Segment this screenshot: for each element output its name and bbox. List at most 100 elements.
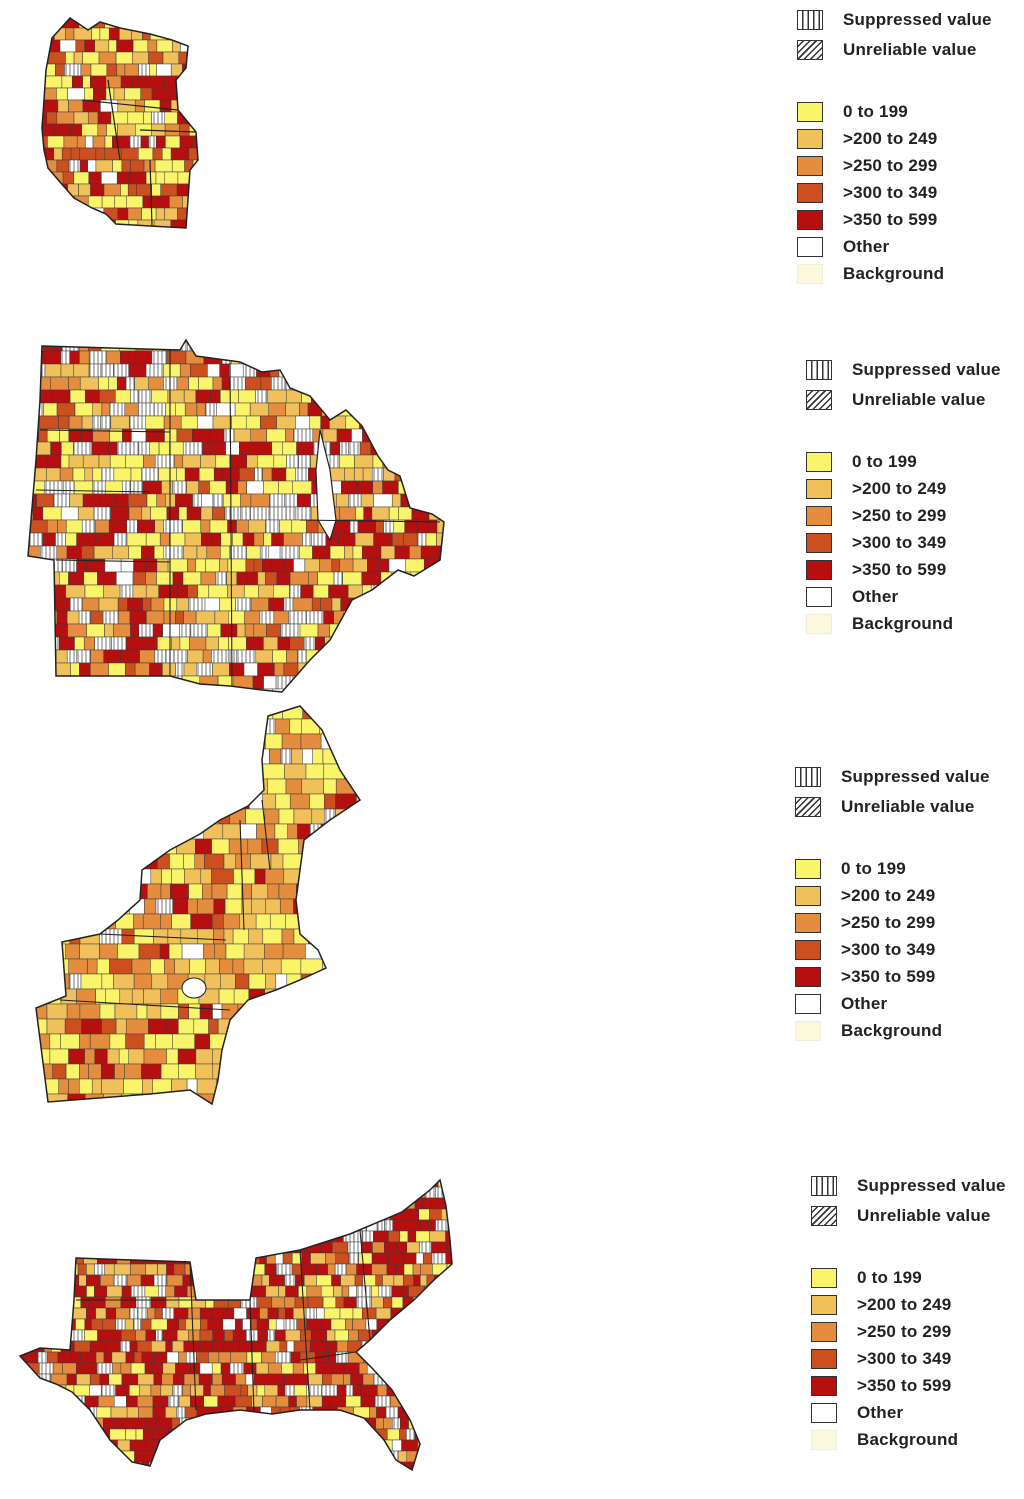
county-cell bbox=[183, 1373, 200, 1386]
county-cell bbox=[137, 1395, 154, 1408]
county-cell bbox=[377, 1450, 388, 1463]
county-cell bbox=[129, 1340, 138, 1353]
county-cell bbox=[246, 1329, 258, 1342]
county-cell bbox=[362, 1373, 375, 1386]
legend-item: >350 to 599 bbox=[806, 558, 946, 582]
county-cell bbox=[182, 1384, 191, 1397]
county-cell bbox=[33, 1461, 48, 1470]
county-cell bbox=[106, 1285, 123, 1298]
county-cell bbox=[314, 1219, 326, 1232]
county-cell bbox=[348, 1439, 357, 1452]
county-cell bbox=[262, 1395, 277, 1408]
county-cell bbox=[52, 1274, 66, 1287]
county-cell bbox=[389, 1351, 400, 1364]
county-cell bbox=[170, 1450, 185, 1463]
county-cell bbox=[227, 1395, 236, 1408]
county-cell bbox=[385, 1197, 399, 1210]
county-cell bbox=[151, 1252, 163, 1265]
county-cell bbox=[240, 1296, 257, 1309]
county-cell bbox=[276, 1263, 293, 1276]
county-cell bbox=[199, 1186, 208, 1199]
county-cell bbox=[52, 1263, 65, 1276]
legend-swatch bbox=[795, 967, 821, 987]
county-cell bbox=[441, 1384, 452, 1397]
county-cell bbox=[138, 1406, 154, 1419]
county-cell bbox=[343, 1296, 357, 1309]
county-cell bbox=[405, 1219, 421, 1232]
county-cell bbox=[40, 1395, 54, 1408]
legend-item: 0 to 199 bbox=[797, 100, 908, 124]
county-cell bbox=[326, 1473, 341, 1484]
county-cell bbox=[416, 1373, 430, 1386]
county-cell bbox=[115, 1384, 130, 1397]
county-cell bbox=[222, 1318, 236, 1331]
county-cell bbox=[265, 1417, 280, 1430]
county-cell bbox=[407, 1351, 416, 1364]
county-cell bbox=[454, 1330, 467, 1341]
county-cell bbox=[199, 1340, 213, 1353]
county-cell bbox=[252, 1340, 267, 1353]
county-cell bbox=[294, 1296, 309, 1309]
county-cell bbox=[223, 1450, 231, 1463]
county-cell bbox=[243, 1362, 257, 1375]
county-cell bbox=[108, 1373, 123, 1386]
county-cell bbox=[39, 1263, 53, 1276]
legend-item: Unreliable value bbox=[797, 38, 977, 62]
county-cell bbox=[62, 1197, 75, 1210]
county-cell bbox=[104, 1263, 115, 1276]
county-cell bbox=[203, 1395, 219, 1408]
county-cell bbox=[116, 1252, 131, 1265]
county-cell bbox=[157, 1263, 167, 1276]
county-cell bbox=[351, 1417, 362, 1430]
county-cell bbox=[134, 1450, 144, 1463]
county-cell bbox=[271, 1186, 281, 1199]
county-cell bbox=[386, 1329, 402, 1342]
county-cell bbox=[345, 1384, 354, 1397]
county-cell bbox=[373, 1230, 389, 1243]
county-map-northeast bbox=[35, 705, 362, 1106]
county-cell bbox=[441, 1274, 452, 1287]
legend-swatch bbox=[806, 560, 832, 580]
county-cell bbox=[84, 1428, 101, 1441]
county-cell bbox=[178, 1351, 187, 1364]
county-cell bbox=[337, 1450, 352, 1463]
county-cell bbox=[268, 1197, 283, 1210]
legend-item: >350 to 599 bbox=[811, 1374, 951, 1398]
county-cell bbox=[9, 1418, 16, 1429]
county-cell bbox=[20, 1197, 25, 1210]
county-cell bbox=[221, 1373, 236, 1386]
legend-label: >350 to 599 bbox=[852, 560, 947, 579]
county-cell bbox=[49, 1450, 66, 1463]
county-cell bbox=[412, 1186, 426, 1199]
county-cell bbox=[103, 1241, 111, 1254]
county-cell bbox=[203, 1219, 218, 1232]
county-cell bbox=[360, 1197, 371, 1210]
county-cell bbox=[331, 1362, 345, 1375]
county-cell bbox=[406, 1180, 416, 1188]
legend-swatch bbox=[811, 1322, 837, 1342]
legend-label: Background bbox=[843, 264, 945, 283]
county-cell bbox=[20, 1296, 28, 1309]
county-cell bbox=[166, 1318, 179, 1331]
county-cell bbox=[199, 1450, 209, 1463]
county-cell bbox=[37, 1296, 46, 1309]
county-cell bbox=[86, 1274, 101, 1287]
county-cell bbox=[103, 1351, 113, 1364]
legend-swatch bbox=[795, 1021, 821, 1041]
county-cell bbox=[84, 1329, 98, 1342]
county-cell bbox=[306, 1285, 322, 1298]
county-cell bbox=[436, 519, 444, 534]
map-panel-midwest: Suppressed value Unreliable value 0 to 199… bbox=[0, 0, 1024, 700]
county-cell bbox=[284, 1373, 294, 1386]
county-cell bbox=[277, 1384, 286, 1397]
county-cell bbox=[375, 1461, 384, 1470]
county-cell bbox=[267, 1329, 276, 1342]
county-cell bbox=[425, 1329, 439, 1342]
county-cell bbox=[121, 1473, 132, 1484]
county-cell bbox=[248, 1230, 264, 1243]
county-cell bbox=[291, 1186, 306, 1199]
county-cell bbox=[227, 1296, 241, 1309]
county-cell bbox=[75, 1450, 90, 1463]
county-cell bbox=[65, 1450, 77, 1463]
legend-swatch bbox=[806, 479, 832, 499]
